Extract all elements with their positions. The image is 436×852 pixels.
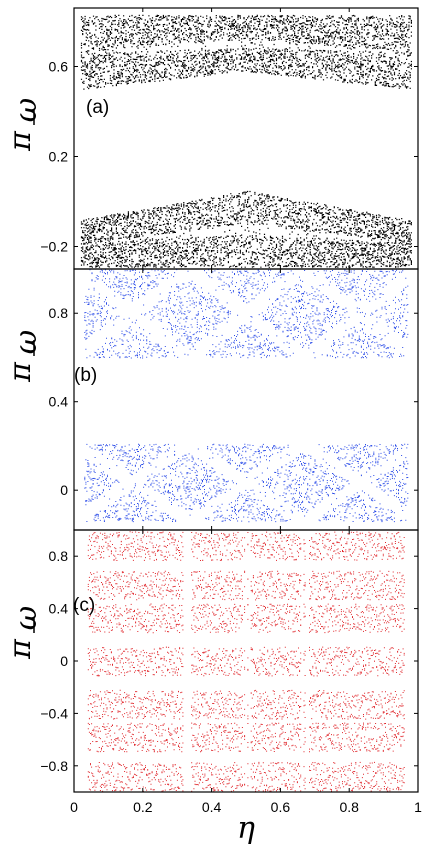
panel-a-scatter: [80, 14, 413, 268]
x-axis-label: η: [237, 811, 255, 846]
panel-c-ytick-label-4: 0.8: [49, 548, 69, 564]
panel-c-xtick-label-2: 0.4: [202, 799, 222, 815]
panel-a-ylabel-pi: π: [3, 130, 38, 152]
panel-c-ytick-label-3: 0.4: [49, 601, 69, 617]
panel-b-scatter: [84, 269, 409, 523]
panel-c-ylabel-omega: ω: [9, 606, 44, 630]
panel-a-ytick-label-2: 0.6: [49, 59, 69, 75]
panel-c-ytick-label-1: −0.4: [40, 705, 68, 721]
panel-a-ytick-label-1: 0.2: [49, 149, 69, 165]
panel-b-ylabel-pi: π: [3, 361, 38, 383]
panel-c: −0.8 −0.4 0 0.4 0.8 0 0.2 0.4 0.6 0.8 1 (c) ω π: [3, 529, 422, 815]
panel-b-ytick-label-0: 0: [60, 482, 68, 498]
panel-a: −0.2 0.2 0.6 (a) ω π: [3, 7, 419, 270]
panel-a-ytick-label-0: −0.2: [40, 239, 68, 255]
panel-c-xtick-label-1: 0.2: [133, 799, 153, 815]
panel-a-ylabel-omega: ω: [9, 98, 44, 122]
panel-b-points: [84, 269, 409, 523]
panel-c-ytick-label-0: −0.8: [40, 758, 68, 774]
panel-c-scatter: [87, 531, 405, 792]
panel-c-ytick-label-2: 0: [60, 653, 68, 669]
panel-c-ylabel-pi: π: [3, 638, 38, 660]
panel-c-frame: [73, 529, 419, 793]
panel-b-ytick-label-1: 0.4: [49, 394, 69, 410]
panel-a-label: (a): [86, 97, 109, 118]
panel-c-points: [87, 531, 405, 792]
panel-b-ytick-label-2: 0.8: [49, 305, 69, 321]
panel-c-xtick-label-0: 0: [70, 799, 78, 815]
panel-b-ylabel-omega: ω: [9, 330, 44, 354]
panel-b-ticks: 0 0.4 0.8: [49, 269, 419, 530]
panel-c-xtick-label-5: 1: [414, 799, 422, 815]
panel-c-label: (c): [73, 595, 95, 616]
panel-c-xtick-label-4: 0.8: [339, 799, 359, 815]
panel-a-points: [80, 14, 413, 268]
panel-c-xtick-label-3: 0.6: [271, 799, 291, 815]
panel-b-label: (b): [74, 365, 97, 386]
panel-c-ticks: −0.8 −0.4 0 0.4 0.8 0 0.2 0.4 0.6 0.8 1: [40, 530, 422, 815]
panel-b: 0 0.4 0.8 (b) ω π: [3, 268, 419, 531]
panel-a-ticks: −0.2 0.2 0.6: [40, 8, 419, 269]
